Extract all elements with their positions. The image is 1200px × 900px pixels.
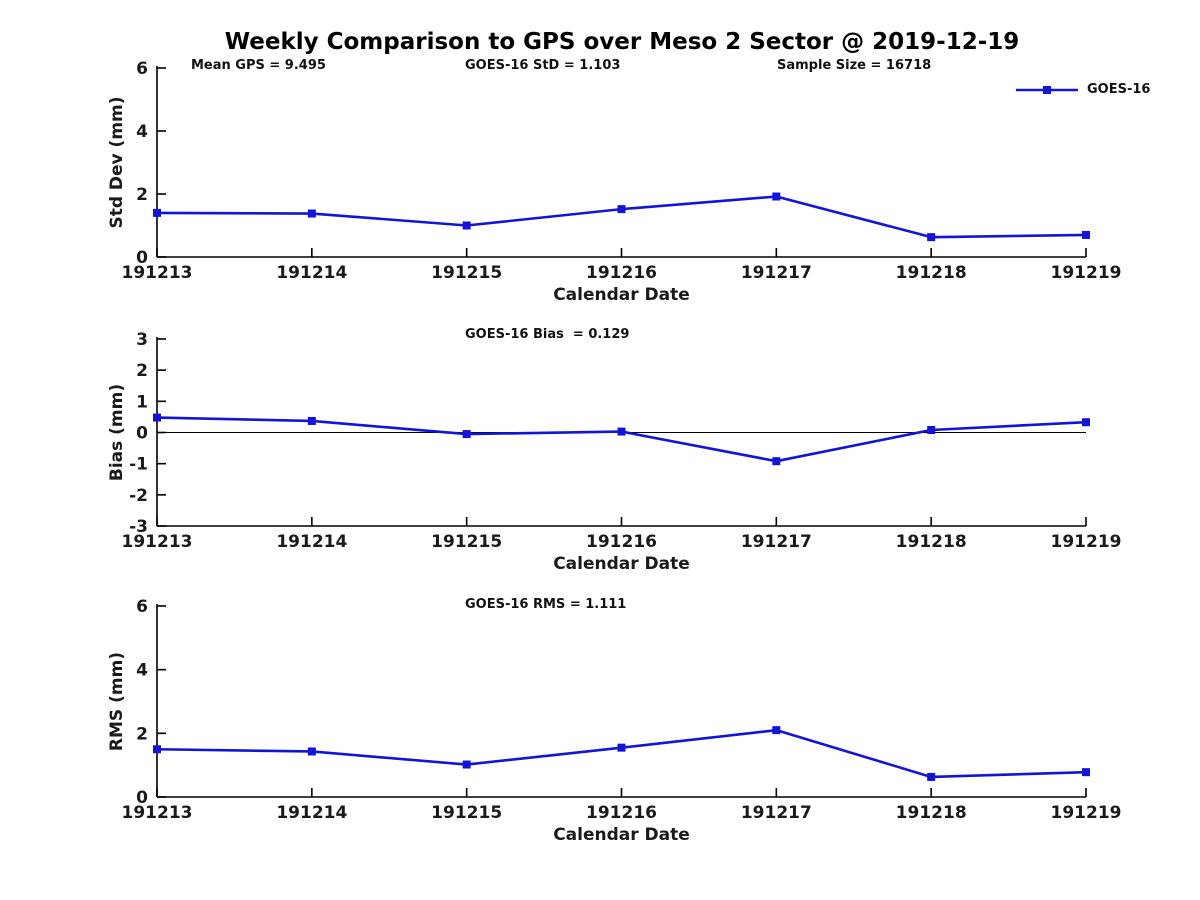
x-axis-label: Calendar Date	[553, 554, 690, 574]
x-tick-label: 191216	[586, 803, 657, 823]
y-tick-label: 3	[136, 330, 148, 350]
x-tick-label: 191215	[431, 803, 502, 823]
y-tick-label: 4	[136, 661, 148, 681]
y-tick-label: -1	[129, 455, 148, 475]
data-point-marker	[1082, 230, 1090, 239]
x-tick-label: 191217	[741, 803, 812, 823]
annotation-goes16-rms: GOES-16 RMS = 1.111	[465, 597, 627, 612]
x-tick-label: 191214	[276, 263, 347, 283]
series-line	[156, 416, 1087, 463]
x-tick-label: 191218	[896, 263, 967, 283]
data-point-marker	[927, 233, 936, 242]
data-point-marker	[617, 427, 626, 436]
y-tick-label: 6	[136, 597, 148, 617]
chart-title: Weekly Comparison to GPS over Meso 2 Sec…	[224, 29, 1020, 55]
annotation-goes16-bias: GOES-16 Bias = 0.129	[465, 327, 630, 342]
y-tick-label: 1	[136, 392, 148, 412]
y-tick-label: 4	[136, 122, 148, 142]
data-point-marker	[462, 430, 471, 439]
x-axis-label: Calendar Date	[553, 825, 690, 845]
data-point-marker	[772, 457, 781, 466]
x-tick-label: 191214	[276, 532, 347, 552]
x-tick-label: 191219	[1051, 263, 1122, 283]
plot-rms: 0 2 4 6 191213 191214 191215 191216 191217 191218…	[107, 597, 1121, 845]
data-point-marker	[307, 209, 316, 218]
x-tick-label: 191213	[122, 263, 193, 283]
x-tick-label: 191219	[1051, 532, 1122, 552]
annotation-sample-size: Sample Size = 16718	[777, 58, 932, 73]
x-tick-label: 191216	[586, 532, 657, 552]
y-tick-label: 0	[136, 248, 148, 268]
legend-series-label: GOES-16	[1087, 82, 1151, 97]
series-line	[156, 195, 1087, 239]
data-point-marker	[307, 416, 316, 425]
data-point-marker	[1082, 768, 1090, 777]
data-point-marker	[462, 221, 471, 230]
y-tick-label: 0	[136, 424, 148, 444]
y-tick-label: 2	[136, 724, 148, 744]
x-tick-label: 191215	[431, 263, 502, 283]
data-point-marker	[927, 772, 936, 781]
x-axis-label: Calendar Date	[553, 285, 690, 305]
x-tick-label: 191215	[431, 532, 502, 552]
y-tick-label: 2	[136, 361, 148, 381]
x-tick-label: 191218	[896, 803, 967, 823]
y-tick-label: 2	[136, 185, 148, 205]
x-tick-label: 191214	[276, 803, 347, 823]
y-tick-label: 0	[136, 788, 148, 808]
x-tick-label: 191218	[896, 532, 967, 552]
data-point-marker	[153, 413, 161, 422]
y-axis-label: RMS (mm)	[107, 652, 127, 751]
annotation-goes16-std: GOES-16 StD = 1.103	[465, 58, 621, 73]
x-tick-label: 191213	[122, 803, 193, 823]
x-tick-label: 191216	[586, 263, 657, 283]
data-point-marker	[462, 760, 471, 769]
y-axis-label: Bias (mm)	[107, 384, 127, 481]
plot-stddev: 0 2 4 6 191213 191214 191215 191216 191217 191218…	[107, 59, 1121, 305]
y-tick-label: 6	[136, 59, 148, 79]
data-point-marker	[772, 726, 781, 735]
data-point-marker	[772, 192, 781, 201]
x-tick-label: 191213	[122, 532, 193, 552]
data-point-marker	[927, 426, 936, 435]
legend-line-marker-icon	[1016, 85, 1078, 94]
x-tick-label: 191217	[741, 532, 812, 552]
series-line	[156, 728, 1087, 779]
plot-bias: -3 -2 -1 0 1 2 3 191213 191214 191215 191216 191217…	[107, 330, 1121, 574]
data-point-marker	[1082, 418, 1090, 427]
legend: GOES-16	[1016, 82, 1150, 97]
x-tick-label: 191217	[741, 263, 812, 283]
y-tick-label: -2	[129, 486, 148, 506]
x-tick-label: 191219	[1051, 803, 1122, 823]
y-axis-label: Std Dev (mm)	[107, 96, 127, 228]
annotation-mean-gps: Mean GPS = 9.495	[191, 58, 326, 73]
data-point-marker	[153, 208, 161, 217]
data-point-marker	[307, 747, 316, 756]
data-point-marker	[617, 743, 626, 752]
data-point-marker	[617, 205, 626, 214]
y-tick-label: -3	[129, 517, 148, 537]
data-point-marker	[153, 745, 161, 754]
